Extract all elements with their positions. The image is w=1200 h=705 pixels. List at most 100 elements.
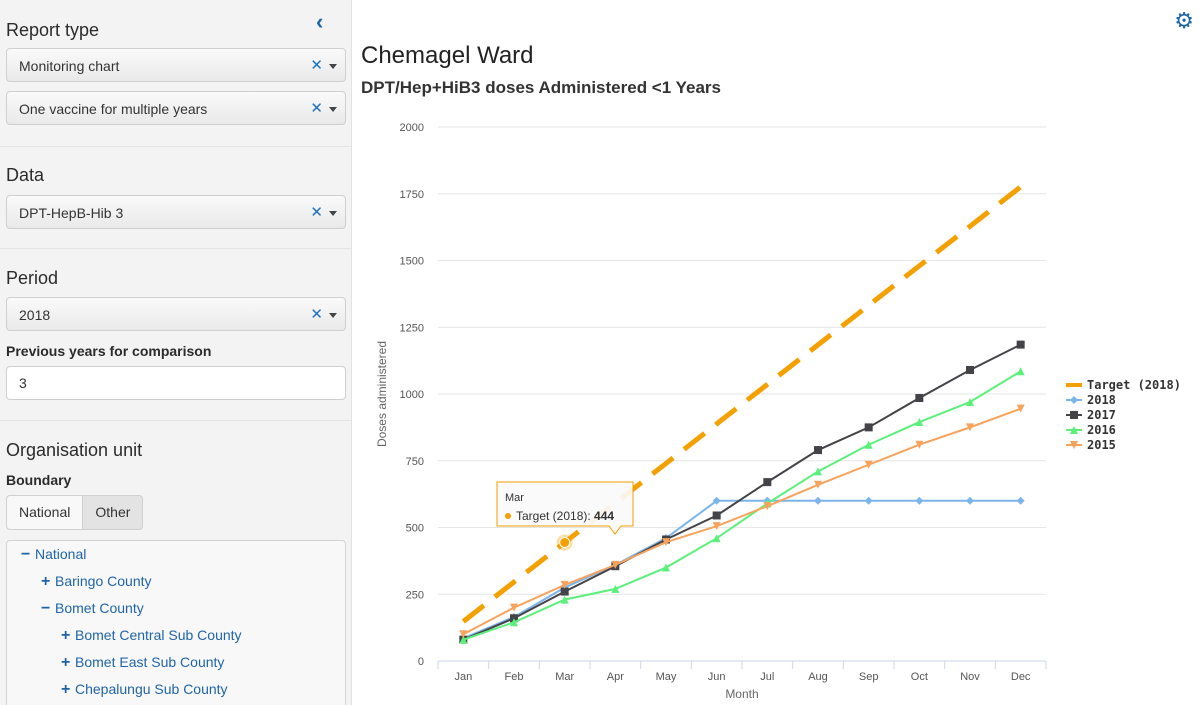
data-point-2015[interactable] <box>966 423 974 432</box>
data-point-2015[interactable] <box>510 603 518 612</box>
hover-point[interactable] <box>559 536 571 548</box>
series-line-2015[interactable] <box>462 407 1022 636</box>
series-line-target-2018-[interactable] <box>461 184 1023 624</box>
boundary-toggle: National Other <box>6 495 144 530</box>
data-point-2015[interactable] <box>1016 404 1025 413</box>
close-icon[interactable]: ✕ <box>310 204 323 221</box>
data-point-2016[interactable] <box>510 618 518 627</box>
x-axis-title: Month <box>725 687 758 701</box>
tree-item-label: Bomet Central Sub County <box>75 627 242 643</box>
data-point-2016[interactable] <box>1016 367 1025 376</box>
data-point-2016[interactable] <box>915 418 924 427</box>
data-select[interactable]: DPT-HepB-Hib 3 ✕ <box>6 195 346 229</box>
boundary-other-button[interactable]: Other <box>83 495 144 530</box>
series-line-2016[interactable] <box>463 370 1022 641</box>
data-point-2016[interactable] <box>611 584 620 593</box>
data-point-2018[interactable] <box>712 496 721 505</box>
minus-icon[interactable]: − <box>21 546 31 563</box>
data-point-2018[interactable] <box>915 496 924 505</box>
data-point-2017[interactable] <box>864 423 873 432</box>
legend-item-2015[interactable]: 2015 <box>1087 438 1116 452</box>
gear-icon[interactable]: ⚙ <box>1174 8 1194 33</box>
data-point-2017[interactable] <box>712 511 721 520</box>
data-point-2017[interactable] <box>966 365 974 374</box>
close-icon[interactable]: ✕ <box>310 306 323 323</box>
page-title: Chemagel Ward <box>361 42 534 69</box>
data-point-2015[interactable] <box>712 522 721 531</box>
y-tick-label: 250 <box>406 589 424 601</box>
plus-icon[interactable]: + <box>41 573 51 590</box>
data-point-2016[interactable] <box>662 563 670 572</box>
org-unit-title: Organisation unit <box>6 440 143 460</box>
y-tick-label: 1750 <box>400 189 424 201</box>
legend-marker-2016[interactable] <box>1070 426 1078 434</box>
caret-down-icon[interactable] <box>329 211 337 216</box>
caret-down-icon[interactable] <box>329 64 337 69</box>
data-point-2018[interactable] <box>966 496 974 505</box>
data-point-2018[interactable] <box>1016 496 1025 505</box>
minus-icon[interactable]: − <box>41 600 51 617</box>
tree-item-baringo[interactable]: + Baringo County <box>41 573 152 593</box>
caret-down-icon[interactable] <box>329 107 337 112</box>
data-point-2016[interactable] <box>560 595 569 604</box>
data-point-2015[interactable] <box>814 480 822 489</box>
close-icon[interactable]: ✕ <box>310 100 323 117</box>
legend-marker-2018[interactable] <box>1070 396 1078 404</box>
series-line-2017[interactable] <box>462 343 1022 641</box>
legend-item-target-2018-[interactable]: Target (2018) <box>1087 378 1181 392</box>
data-point-2017[interactable] <box>510 614 518 623</box>
data-point-2018[interactable] <box>864 496 873 505</box>
legend-marker-2015[interactable] <box>1070 441 1078 449</box>
y-tick-label: 1000 <box>400 389 424 401</box>
tree-item-bomet-east[interactable]: + Bomet East Sub County <box>61 654 224 674</box>
data-point-2015[interactable] <box>560 580 569 589</box>
data-point-2015[interactable] <box>763 502 772 511</box>
tree-item-bomet-central[interactable]: + Bomet Central Sub County <box>61 627 242 647</box>
data-point-2018[interactable] <box>814 496 822 505</box>
report-mode-select[interactable]: One vaccine for multiple years ✕ <box>6 91 346 125</box>
data-point-2016[interactable] <box>459 635 468 644</box>
report-chart-select[interactable]: Monitoring chart ✕ <box>6 48 346 82</box>
previous-years-input[interactable]: 3 <box>6 366 346 400</box>
boundary-national-button[interactable]: National <box>6 495 84 530</box>
data-point-2016[interactable] <box>966 398 974 407</box>
sidebar: ‹ Report type Monitoring chart ✕ One vac… <box>0 0 352 705</box>
data-point-2016[interactable] <box>712 534 721 543</box>
tree-item-bomet[interactable]: − Bomet County <box>41 600 144 620</box>
close-icon[interactable]: ✕ <box>310 57 323 74</box>
plus-icon[interactable]: + <box>61 681 71 698</box>
data-point-2015[interactable] <box>915 440 924 449</box>
data-point-2015[interactable] <box>611 560 620 569</box>
data-point-2017[interactable] <box>1016 340 1025 349</box>
legend-item-2018[interactable]: 2018 <box>1087 393 1116 407</box>
select-value: Monitoring chart <box>19 58 120 74</box>
period-select[interactable]: 2018 ✕ <box>6 297 346 331</box>
series-line-2018[interactable] <box>462 499 1021 640</box>
data-point-2015[interactable] <box>662 538 670 547</box>
data-point-2016[interactable] <box>864 440 873 449</box>
boundary-label: Boundary <box>6 472 72 488</box>
divider <box>0 248 351 249</box>
data-point-2015[interactable] <box>864 460 873 469</box>
x-tick-label: Aug <box>808 671 828 683</box>
tree-item-label: National <box>35 546 87 562</box>
data-point-2017[interactable] <box>915 394 924 403</box>
data-point-2017[interactable] <box>814 446 822 455</box>
legend-item-2017[interactable]: 2017 <box>1087 408 1116 422</box>
legend-item-2016[interactable]: 2016 <box>1087 423 1116 437</box>
caret-down-icon[interactable] <box>329 313 337 318</box>
plus-icon[interactable]: + <box>61 627 71 644</box>
previous-years-label: Previous years for comparison <box>6 343 212 359</box>
data-point-2017[interactable] <box>763 478 772 487</box>
data-point-2016[interactable] <box>814 467 822 476</box>
chevron-left-icon[interactable]: ‹ <box>316 9 324 34</box>
legend-marker-2017[interactable] <box>1070 411 1078 419</box>
plus-icon[interactable]: + <box>61 654 71 671</box>
data-point-2017[interactable] <box>560 587 569 596</box>
x-tick-label: Apr <box>607 671 624 683</box>
tree-item-national[interactable]: − National <box>21 546 86 566</box>
data-point-2015[interactable] <box>459 630 468 639</box>
y-tick-label: 2000 <box>400 122 424 134</box>
tree-item-chepalungu[interactable]: + Chepalungu Sub County <box>61 681 228 701</box>
divider <box>0 420 351 421</box>
